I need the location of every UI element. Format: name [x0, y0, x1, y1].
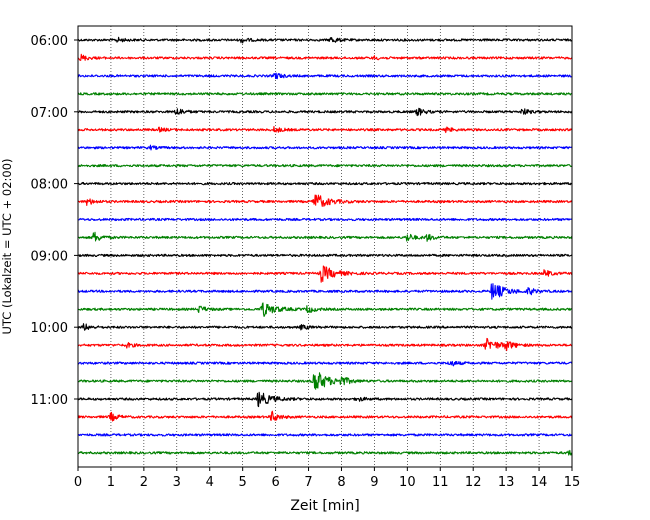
x-tick-label: 10 [399, 475, 416, 490]
y-tick-label: 08:00 [31, 178, 68, 193]
x-axis-label: Zeit [min] [290, 498, 359, 514]
trace-line [77, 144, 573, 151]
y-tick-label: 07:00 [31, 106, 68, 121]
x-tick-label: 1 [107, 475, 115, 490]
x-tick-label: 14 [531, 475, 548, 490]
x-tick-label: 11 [432, 475, 449, 490]
x-tick-label: 6 [271, 475, 279, 490]
trace-line [77, 283, 573, 300]
trace-line [77, 337, 573, 352]
trace-line [77, 433, 573, 437]
x-tick-label: 3 [173, 475, 181, 490]
plot-frame [77, 25, 573, 468]
trace-line [77, 265, 573, 283]
x-tick-label: 12 [465, 475, 482, 490]
trace-line [77, 194, 573, 207]
trace-line [77, 410, 573, 422]
y-tick-label: 09:00 [31, 249, 68, 264]
trace-line [77, 360, 573, 367]
x-axis-ticks: 0 1 2 3 4 5 6 7 8 9 10 11 12 13 14 15 [74, 467, 580, 490]
x-tick-label: 13 [498, 475, 515, 490]
y-tick-label: 10:00 [31, 321, 68, 336]
x-tick-label: 0 [74, 475, 82, 490]
grid-lines [110, 26, 540, 467]
y-tick-label: 11:00 [31, 393, 68, 408]
x-tick-label: 8 [337, 475, 345, 490]
x-tick-label: 4 [206, 475, 214, 490]
trace-line [77, 372, 573, 390]
x-tick-label: 2 [140, 475, 148, 490]
trace-line [77, 107, 573, 117]
trace-line [77, 181, 573, 186]
trace-line [77, 217, 573, 222]
x-tick-label: 9 [370, 475, 378, 490]
trace-line [77, 164, 573, 168]
trace-line [77, 391, 573, 408]
trace-line [77, 449, 573, 456]
x-tick-label: 15 [564, 475, 581, 490]
trace-line [77, 125, 573, 134]
trace-line [77, 53, 573, 61]
trace-line [77, 72, 573, 80]
trace-line [77, 36, 573, 44]
trace-lines [77, 36, 573, 456]
trace-line [77, 323, 573, 331]
y-axis-label: UTC (Lokalzeit = UTC + 02:00) [0, 158, 14, 334]
y-tick-label: 06:00 [31, 34, 68, 49]
trace-line [77, 253, 573, 258]
trace-line [77, 302, 573, 317]
x-tick-label: 7 [304, 475, 312, 490]
x-tick-label: 5 [239, 475, 247, 490]
y-axis-ticks: 06:00 07:00 08:00 09:00 10:00 11:00 [31, 34, 78, 408]
trace-line [77, 92, 573, 96]
trace-line [77, 231, 573, 242]
